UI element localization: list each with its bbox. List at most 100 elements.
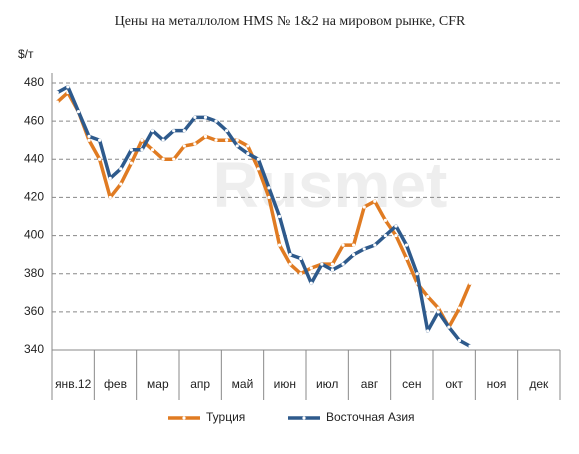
legend-label: Восточная Азия	[326, 410, 415, 424]
series-line	[56, 85, 471, 348]
x-tick-label: июн	[274, 377, 296, 391]
data-point	[404, 256, 409, 261]
x-tick-label: окт	[445, 377, 463, 391]
data-point	[309, 266, 313, 270]
data-point	[468, 281, 472, 285]
data-point	[225, 129, 229, 133]
data-point	[404, 243, 409, 247]
x-tick-label: фев	[104, 377, 127, 391]
y-tick-label: 420	[24, 190, 44, 204]
data-point	[447, 325, 451, 329]
x-tick-label: янв.12	[55, 377, 92, 391]
data-point	[235, 138, 239, 142]
legend-marker	[302, 416, 306, 420]
data-point	[341, 243, 345, 247]
data-point	[87, 134, 91, 138]
data-point	[267, 186, 271, 190]
data-point	[129, 148, 133, 152]
data-point	[182, 144, 186, 148]
data-point	[214, 138, 218, 142]
data-point	[150, 129, 155, 133]
data-point	[341, 262, 345, 266]
data-point	[172, 157, 176, 161]
data-point	[362, 205, 366, 209]
data-point	[98, 157, 102, 161]
data-point	[256, 157, 260, 161]
data-point	[246, 144, 250, 148]
data-point	[362, 247, 366, 251]
data-point	[426, 295, 430, 299]
data-point	[87, 138, 91, 142]
x-tick-label: июл	[316, 377, 338, 391]
data-point	[457, 338, 462, 343]
data-point	[172, 129, 176, 133]
data-point	[415, 272, 419, 276]
y-tick-label: 360	[24, 304, 44, 318]
data-point	[193, 142, 197, 146]
legend-marker	[182, 416, 186, 420]
data-point	[256, 167, 260, 171]
data-point	[119, 182, 123, 186]
legend-label: Турция	[206, 410, 245, 424]
data-point	[66, 85, 70, 89]
data-point	[383, 233, 387, 238]
x-tick-label: авг	[361, 377, 379, 391]
data-point	[330, 262, 335, 266]
data-point	[436, 310, 440, 314]
data-point	[140, 138, 144, 142]
data-point	[299, 256, 303, 261]
data-point	[277, 214, 282, 219]
data-point	[373, 243, 377, 247]
data-point	[225, 138, 229, 142]
data-point	[246, 151, 250, 156]
data-point	[468, 344, 472, 348]
data-point	[119, 167, 123, 171]
y-tick-label: 440	[24, 151, 44, 165]
data-point	[161, 138, 165, 142]
data-point	[108, 195, 112, 200]
y-tick-label: 340	[24, 342, 44, 356]
data-point	[267, 195, 271, 200]
data-point	[55, 100, 59, 104]
data-point	[214, 119, 218, 123]
data-point	[309, 281, 313, 285]
data-point	[277, 243, 282, 247]
watermark: Rusmet	[213, 149, 448, 221]
data-point	[193, 115, 197, 119]
data-point	[76, 110, 81, 114]
x-tick-label: апр	[190, 377, 210, 391]
data-point	[150, 148, 155, 152]
y-axis-label: $/т	[18, 47, 34, 61]
data-point	[436, 306, 440, 310]
x-tick-label: сен	[402, 377, 421, 391]
data-point	[330, 268, 335, 272]
x-tick-label: ноя	[487, 377, 507, 391]
y-tick-label: 400	[24, 228, 44, 242]
data-point	[288, 253, 292, 257]
data-point	[394, 233, 398, 238]
data-point	[457, 306, 462, 310]
data-point	[288, 262, 292, 266]
data-point	[98, 138, 102, 142]
data-point	[394, 224, 398, 228]
y-tick-label: 480	[24, 75, 44, 89]
x-tick-label: май	[232, 377, 254, 391]
data-point	[182, 129, 186, 133]
data-point	[352, 243, 356, 247]
data-point	[299, 272, 303, 276]
data-point	[140, 148, 144, 152]
data-point	[383, 218, 387, 222]
data-point	[426, 329, 430, 333]
data-point	[320, 262, 324, 266]
data-point	[108, 176, 112, 180]
series-line	[56, 90, 472, 329]
y-tick-label: 460	[24, 113, 44, 127]
chart-title: Цены на металлолом HMS № 1&2 на мировом …	[115, 14, 466, 29]
data-point	[352, 253, 356, 257]
data-point	[129, 161, 133, 165]
data-point	[373, 199, 377, 203]
data-point	[203, 134, 208, 138]
data-point	[203, 115, 208, 119]
y-tick-label: 380	[24, 266, 44, 280]
